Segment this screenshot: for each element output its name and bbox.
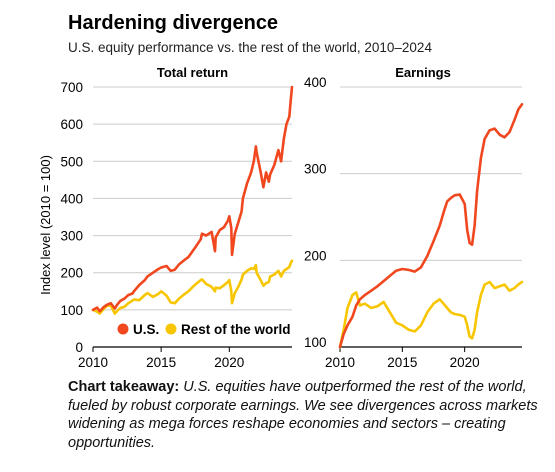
page-title: Hardening divergence (68, 12, 279, 34)
chart-takeaway: Chart takeaway: U.S. equities have outpe… (68, 378, 538, 452)
takeaway-text: U.S. equities have outperformed the rest… (68, 379, 538, 451)
total-return-x-tick-label: 2020 (214, 355, 244, 370)
earnings-y-tick-label: 200 (304, 248, 327, 263)
takeaway-label: Chart takeaway: (68, 379, 180, 395)
earnings-panel-title: Earnings (395, 65, 451, 80)
earnings-y-tick-label: 100 (304, 335, 327, 350)
legend-marker-u-s- (117, 323, 129, 335)
total-return-y-tick-label: 400 (60, 191, 83, 206)
legend-label-u-s-: U.S. (133, 322, 159, 337)
earnings-x-tick-label: 2020 (450, 355, 480, 370)
total-return-y-tick-label: 200 (60, 266, 83, 281)
total-return-y-tick-label: 500 (60, 154, 83, 169)
chart-area: Total return 0 100 200 300 400 500 600 700 2010 20… (38, 65, 524, 370)
total-return-panel-title: Total return (157, 65, 228, 80)
total-return-x-tick-label: 2010 (78, 355, 108, 370)
legend-marker-rest-of-the-world (165, 323, 177, 335)
total-return-y-axis-label: Index level (2010 = 100) (38, 155, 53, 295)
total-return-series-u-s- (91, 85, 294, 313)
total-return-y-tick-label: 100 (60, 303, 83, 318)
total-return-y-tick-label: 700 (60, 80, 83, 95)
earnings-y-tick-label: 400 (304, 75, 327, 90)
earnings-x-tick-label: 2015 (387, 355, 417, 370)
earnings-y-tick-label: 300 (304, 162, 327, 177)
legend-label-rest-of-the-world: Rest of the world (181, 322, 291, 337)
total-return-x-tick-label: 2015 (146, 355, 176, 370)
total-return-y-tick-label: 0 (75, 340, 83, 355)
earnings-series-u-s- (338, 103, 524, 349)
earnings-x-tick-label: 2010 (325, 355, 355, 370)
earnings-series-rest-of-the-world (338, 280, 524, 349)
total-return-y-tick-label: 600 (60, 117, 83, 132)
total-return-series-rest-of-the-world (91, 259, 294, 315)
total-return-y-tick-label: 300 (60, 229, 83, 244)
page-subtitle: U.S. equity performance vs. the rest of … (68, 40, 432, 55)
